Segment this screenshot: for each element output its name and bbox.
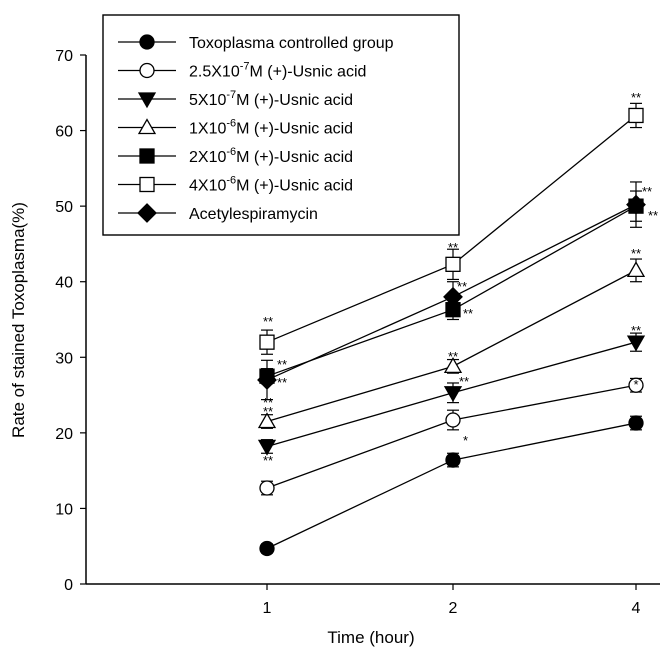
data-point [259,334,275,350]
data-point [443,286,463,307]
y-tick-label: 30 [55,350,73,367]
legend-item: 1X10-6M (+)-Usnic acid [118,118,353,138]
data-point [259,480,275,496]
series-0 [259,415,644,557]
legend-item: 5X10-7M (+)-Usnic acid [118,89,353,109]
data-point [628,377,644,393]
significance-label: ** [631,90,641,105]
significance-label: ** [648,208,658,223]
significance-label: ** [463,306,473,321]
y-tick-label: 50 [55,199,73,216]
series-1 [259,377,644,496]
significance-label: ** [448,240,458,255]
series-line [266,422,637,550]
x-axis-title: Time (hour) [327,628,414,647]
y-tick-label: 40 [55,275,73,292]
legend-label: 4X10-6M (+)-Usnic acid [189,175,353,195]
legend-label: 2.5X10-7M (+)-Usnic acid [189,61,366,81]
legend-label: Acetylespiramycin [189,206,318,223]
significance-label: ** [459,374,469,389]
data-point [257,370,277,390]
significance-label: ** [642,184,652,199]
significance-label: ** [631,323,641,338]
significance-label: ** [631,246,641,261]
series-2 [257,332,646,456]
legend-label: Toxoplasma controlled group [189,35,394,52]
significance-label: ** [263,404,273,419]
data-point [257,412,277,429]
y-tick-label: 10 [55,501,73,518]
data-point [626,194,646,215]
legend-label: 5X10-7M (+)-Usnic acid [189,89,353,109]
data-point [445,452,461,468]
data-point [443,357,463,374]
legend-box [102,14,460,236]
y-tick-label: 20 [55,426,73,443]
legend-marker [139,62,155,79]
series-3 [257,258,646,429]
y-axis-title: Rate of stained Toxoplasma(%) [9,202,28,438]
data-point [628,107,644,124]
legend-label: 2X10-6M (+)-Usnic acid [189,146,353,166]
significance-label: * [463,433,468,448]
data-point [257,439,277,456]
legend-marker [137,118,157,135]
series-layer: ********************************** [257,90,658,557]
data-point [626,261,646,278]
significance-label: ** [263,395,273,410]
axes: 0 10 20 30 40 50 60 70 1 2 4 [55,48,660,617]
data-point [626,335,646,352]
data-point [445,256,461,272]
legend-item: 4X10-6M (+)-Usnic acid [118,175,353,195]
y-tick-label: 70 [55,48,73,65]
data-point [443,386,463,403]
significance-label: ** [448,349,458,364]
legend-marker [139,148,155,164]
legend-item: Toxoplasma controlled group [118,34,394,52]
data-point [445,412,461,428]
significance-label: ** [263,314,273,329]
significance-label: ** [263,453,273,468]
x-tick-label: 2 [449,600,458,617]
series-line [266,384,637,489]
legend-marker [137,92,157,109]
significance-label: ** [457,279,467,294]
x-tick-label: 4 [632,600,641,617]
significance-label: * [633,377,638,392]
legend-item: Acetylespiramycin [118,203,318,223]
data-point [628,415,644,431]
data-point [259,540,275,557]
significance-markers: ********************************** [263,90,658,468]
legend-label: 1X10-6M (+)-Usnic acid [189,118,353,138]
y-tick-label: 60 [55,124,73,141]
x-tick-label: 1 [263,600,272,617]
significance-label: ** [277,357,287,372]
legend-marker [139,176,155,193]
legend-item: 2.5X10-7M (+)-Usnic acid [118,61,366,81]
significance-label: ** [277,375,287,390]
series-5 [259,102,644,355]
series-6 [257,181,646,401]
legend-item: 2X10-6M (+)-Usnic acid [118,146,353,166]
legend: Toxoplasma controlled group 2.5X10-7M (+)… [102,14,460,236]
legend-marker [139,34,155,50]
legend-marker [137,203,157,223]
y-tick-label: 0 [64,577,73,594]
